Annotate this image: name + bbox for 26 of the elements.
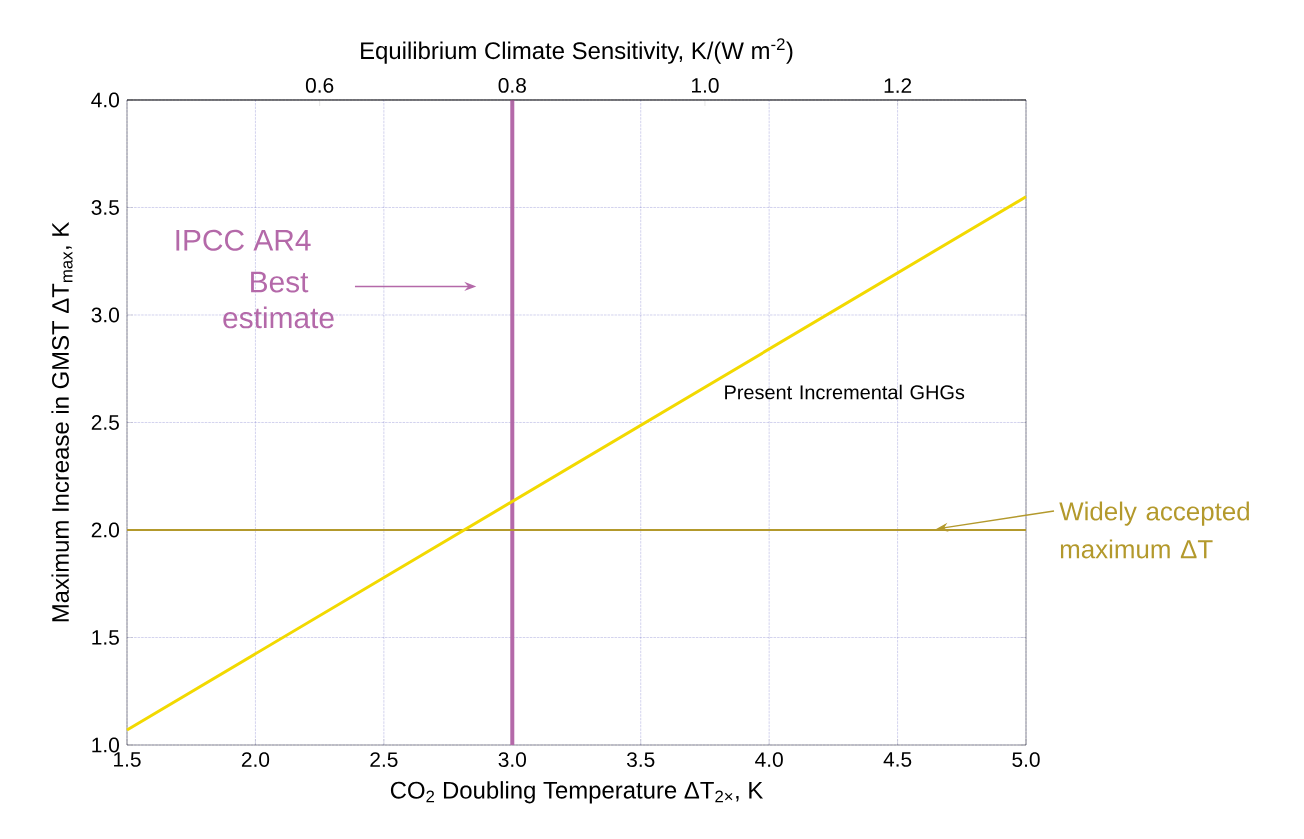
y-tick-label: 2.5 — [91, 415, 119, 430]
x-tick-label: 3.0 — [498, 752, 527, 767]
y-tick-label: 4.0 — [91, 92, 120, 108]
ref-line-label: Best estimate — [223, 271, 334, 329]
x-tick-label: 1.5 — [114, 752, 141, 767]
y-tick-label: 3.0 — [91, 307, 120, 323]
ref-line-label: Widely accepted maximum ΔT — [1059, 501, 1249, 559]
x2-axis-title: Equilibrium Climate Sensitivity, K/(W m$^{-2}$) — [361, 38, 793, 64]
y-tick-label: 1.0 — [92, 737, 120, 753]
x-tick-label: 4.0 — [755, 752, 783, 767]
x2-tick-label: 0.8 — [498, 78, 526, 93]
x-tick-label: 3.5 — [626, 752, 655, 767]
x-tick-label: 2.5 — [370, 752, 398, 767]
x-tick-label: 2.0 — [241, 752, 270, 767]
y-tick-label: 1.5 — [92, 630, 119, 645]
annotation: IPCC AR4 — [176, 229, 311, 251]
x2-tick-label: 1.0 — [692, 78, 719, 93]
x2-tick-label: 1.2 — [884, 78, 912, 93]
x2-tick-label: 0.6 — [305, 78, 334, 93]
y-tick-label: 2.0 — [91, 522, 120, 538]
x-tick-label: 4.5 — [883, 752, 912, 767]
y-axis-title: Maximum Increase in GMST ΔT$_{max}$, K — [51, 222, 73, 622]
series-label: Present Incremental GHGs — [725, 384, 965, 400]
x-tick-label: 5.0 — [1012, 752, 1040, 767]
x-axis-title: CO$_{2}$ Doubling Temperature ΔT$_{2×}$, K — [390, 781, 764, 804]
y-tick-label: 3.5 — [91, 200, 119, 215]
